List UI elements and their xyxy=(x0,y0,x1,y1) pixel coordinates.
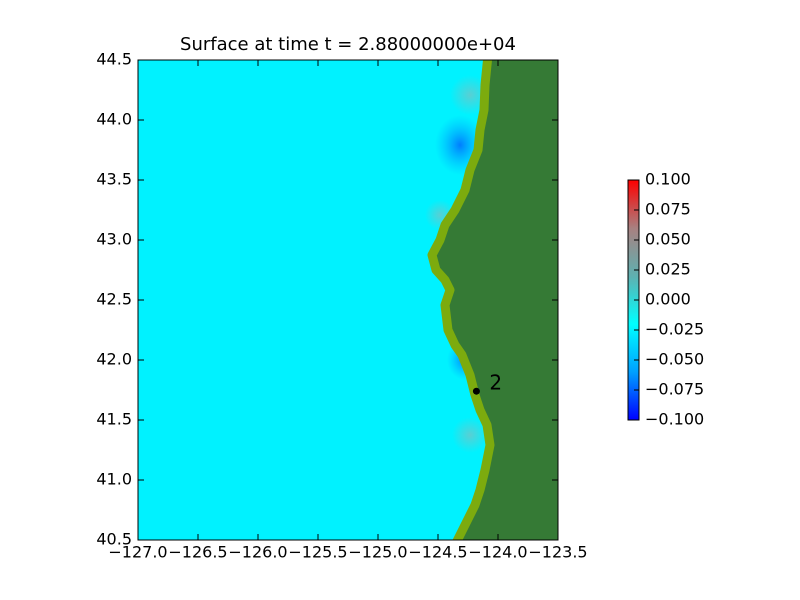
x-tick-label: −126.5 xyxy=(168,543,227,562)
colorbar-tick-label: −0.025 xyxy=(645,320,704,339)
y-tick-label: 42.5 xyxy=(96,290,132,309)
y-tick-label: 41.0 xyxy=(96,470,132,489)
x-tick-label: −124.0 xyxy=(468,543,527,562)
x-tick-label: −125.5 xyxy=(288,543,347,562)
x-tick-label: −125.0 xyxy=(348,543,407,562)
colorbar-tick-label: 0.000 xyxy=(645,290,691,309)
gauge-label: 2 xyxy=(489,371,502,395)
land xyxy=(427,60,558,540)
colorbar-tick-label: 0.075 xyxy=(645,200,691,219)
colorbar-tick-label: −0.075 xyxy=(645,380,704,399)
colorbar-tick-label: −0.100 xyxy=(645,410,704,429)
colorbar-tick-label: 0.050 xyxy=(645,230,691,249)
colorbar-tick-label: −0.050 xyxy=(645,350,704,369)
y-tick-label: 43.0 xyxy=(96,230,132,249)
x-tick-label: −126.0 xyxy=(228,543,287,562)
y-tick-label: 43.5 xyxy=(96,170,132,189)
colorbar-tick-label: 0.025 xyxy=(645,260,691,279)
y-tick-label: 44.0 xyxy=(96,110,132,129)
colorbar-tick-label: 0.100 xyxy=(645,170,691,189)
y-tick-label: 44.5 xyxy=(96,50,132,69)
y-tick-label: 42.0 xyxy=(96,350,132,369)
x-tick-label: −123.5 xyxy=(528,543,587,562)
y-tick-label: 40.5 xyxy=(96,530,132,549)
plot-area xyxy=(138,60,558,540)
chart-title: Surface at time t = 2.88000000e+04 xyxy=(180,34,516,55)
x-tick-label: −127.0 xyxy=(108,543,167,562)
x-tick-label: −124.5 xyxy=(408,543,467,562)
wave-patch xyxy=(452,417,488,453)
y-tick-label: 41.5 xyxy=(96,410,132,429)
gauge-point xyxy=(472,387,480,395)
